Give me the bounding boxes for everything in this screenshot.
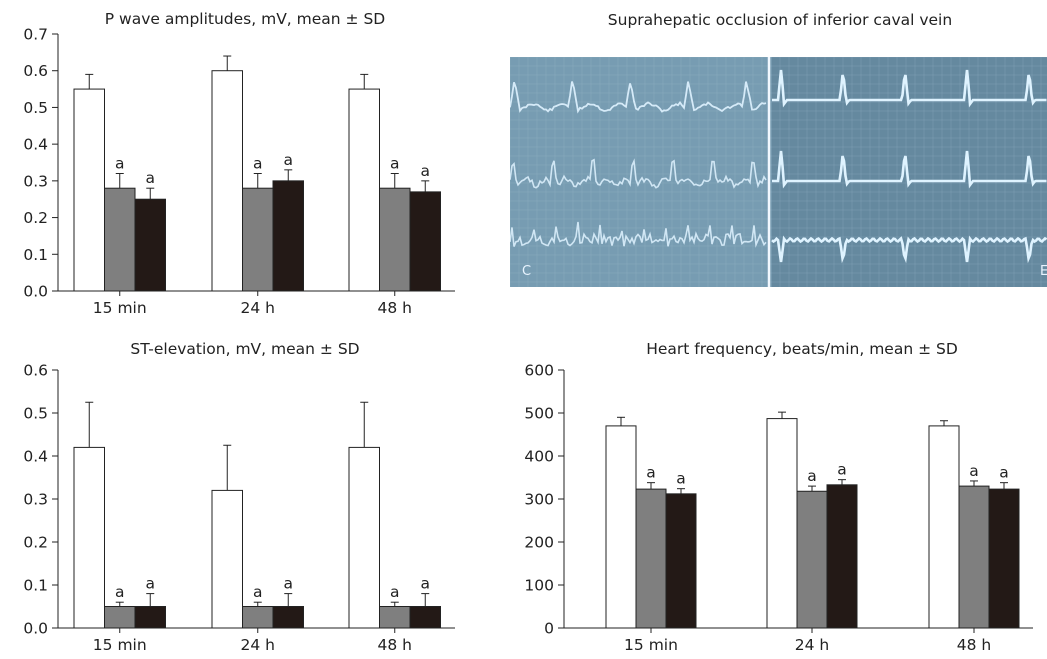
- significance-marker: a: [146, 575, 156, 593]
- y-tick-label: 0.4: [23, 448, 48, 466]
- ecg-trace-image: C E: [509, 56, 1047, 287]
- y-tick-label: 0.3: [23, 491, 48, 509]
- ecg-right-label: E: [1040, 264, 1047, 279]
- bar: [958, 485, 990, 629]
- y-tick-label: 400: [524, 448, 554, 466]
- bar: [988, 488, 1020, 629]
- y-tick-label: 0.4: [23, 136, 48, 154]
- bar: [635, 488, 667, 629]
- ecg-trace-left-3: [509, 221, 767, 248]
- x-tick-label: 48 h: [957, 636, 991, 654]
- x-tick-label: 48 h: [378, 299, 412, 317]
- ecg-right-shade: [772, 57, 1047, 287]
- bar: [379, 187, 411, 292]
- bar: [348, 446, 380, 629]
- y-tick-label: 0.1: [23, 246, 48, 264]
- y-tick-label: 300: [524, 491, 554, 509]
- ecg-trace-right-2: [772, 150, 1047, 189]
- x-tick-label: 24 h: [241, 299, 275, 317]
- y-tick-label: 0.5: [23, 99, 48, 117]
- y-tick-label: 0.1: [23, 577, 48, 595]
- heart-frequency-chart: Heart frequency, beats/min, mean ± SD 0 10…: [524, 340, 1033, 654]
- x-tick-label: 24 h: [241, 636, 275, 654]
- bar: [104, 187, 136, 292]
- ecg-traces: [509, 69, 1047, 264]
- bar: [409, 606, 441, 629]
- ecg-trace-right-1: [772, 69, 1047, 108]
- bar: [379, 606, 411, 629]
- st-elevation-chart: ST-elevation, mV, mean ± SD 0.0 0.1 0.2 0.3 0…: [23, 340, 455, 654]
- x-tick-label: 15 min: [624, 636, 678, 654]
- significance-marker: a: [969, 462, 979, 480]
- ecg-trace-left-1: [509, 81, 767, 114]
- chart-title: P wave amplitudes, mV, mean ± SD: [105, 10, 386, 28]
- y-tick-label: 0.7: [23, 26, 48, 44]
- bar: [211, 489, 243, 629]
- significance-marker: a: [676, 470, 686, 488]
- y-tick-label: 0.6: [23, 362, 48, 380]
- y-tick-label: 200: [524, 534, 554, 552]
- significance-marker: a: [421, 575, 431, 593]
- ecg-left-shade: [510, 57, 768, 287]
- significance-marker: a: [115, 583, 125, 601]
- significance-marker: a: [284, 151, 294, 169]
- bar: [134, 606, 166, 629]
- ecg-grid: [509, 56, 1047, 287]
- y-tick-label: 600: [524, 362, 554, 380]
- y-tick-label: 500: [524, 405, 554, 423]
- significance-marker: a: [421, 162, 431, 180]
- bar: [242, 187, 274, 292]
- bar: [73, 88, 105, 292]
- y-tick-label: 100: [524, 577, 554, 595]
- significance-marker: a: [115, 155, 125, 173]
- bar: [272, 180, 304, 292]
- bar: [104, 606, 136, 629]
- y-tick-label: 0.6: [23, 62, 48, 80]
- significance-marker: a: [253, 155, 263, 173]
- x-tick-label: 48 h: [378, 636, 412, 654]
- y-tick-label: 0.5: [23, 405, 48, 423]
- bar: [665, 493, 697, 629]
- significance-marker: a: [284, 575, 294, 593]
- significance-marker: a: [253, 583, 263, 601]
- y-tick-label: 0.3: [23, 172, 48, 190]
- bar: [73, 446, 105, 629]
- x-tick-label: 15 min: [93, 636, 147, 654]
- bar: [348, 88, 380, 292]
- ecg-trace-right-3: [771, 235, 1047, 264]
- bar: [272, 606, 304, 629]
- y-tick-label: 0.2: [23, 209, 48, 227]
- bar: [796, 490, 828, 629]
- ecg-trace-left-2: [509, 158, 767, 189]
- x-tick-label: 15 min: [93, 299, 147, 317]
- chart-title: Heart frequency, beats/min, mean ± SD: [646, 340, 958, 358]
- y-tick-label: 0.2: [23, 534, 48, 552]
- ecg-panel-title: Suprahepatic occlusion of inferior caval…: [607, 11, 953, 29]
- bar: [409, 191, 441, 292]
- x-tick-label: 24 h: [795, 636, 829, 654]
- significance-marker: a: [837, 461, 847, 479]
- y-tick-label: 0.0: [23, 620, 48, 638]
- significance-marker: a: [646, 464, 656, 482]
- bar: [605, 425, 637, 629]
- y-tick-label: 0.0: [23, 283, 48, 301]
- chart-title: ST-elevation, mV, mean ± SD: [130, 340, 359, 358]
- significance-marker: a: [146, 169, 156, 187]
- p-wave-amplitude-chart: P wave amplitudes, mV, mean ± SD 0.0 0.1 0.…: [23, 10, 455, 317]
- bar: [242, 606, 274, 629]
- bar: [766, 418, 798, 629]
- significance-marker: a: [999, 464, 1009, 482]
- bar: [826, 484, 858, 629]
- bar: [928, 425, 960, 629]
- significance-marker: a: [807, 467, 817, 485]
- significance-marker: a: [390, 583, 400, 601]
- y-tick-label: 0: [544, 620, 554, 638]
- significance-marker: a: [390, 155, 400, 173]
- bar: [134, 198, 166, 292]
- bar: [211, 70, 243, 292]
- ecg-left-label: C: [522, 264, 531, 279]
